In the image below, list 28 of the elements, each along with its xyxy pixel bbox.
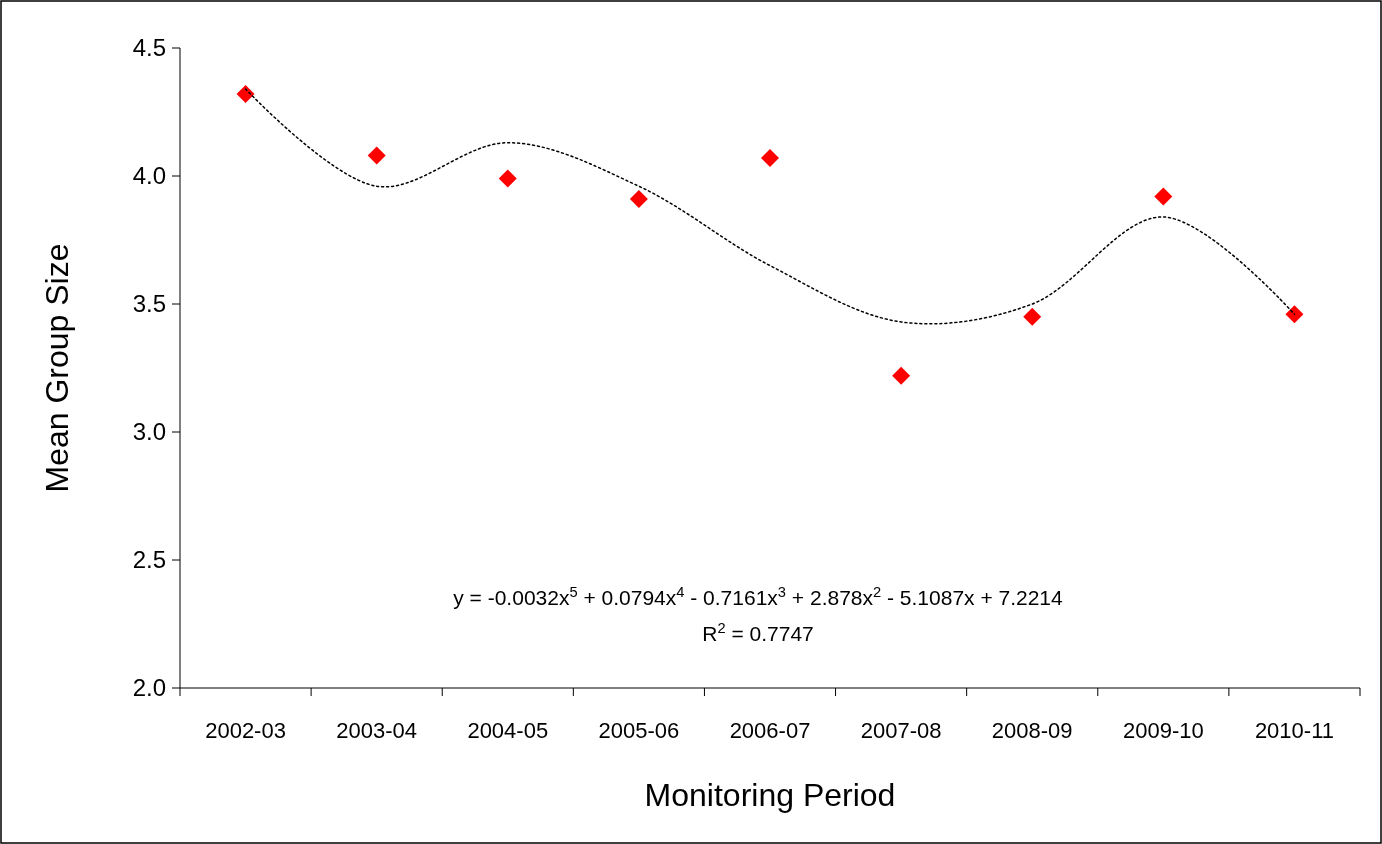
x-tick-label: 2008-09 <box>991 718 1073 743</box>
y-tick-label: 4.0 <box>132 162 166 190</box>
x-tick-label: 2003-04 <box>336 718 418 743</box>
x-tick-label: 2005-06 <box>598 718 680 743</box>
point <box>629 190 648 209</box>
point <box>367 146 386 165</box>
point <box>1285 305 1304 324</box>
x-axis-title: Monitoring Period <box>644 777 896 813</box>
point <box>236 85 255 104</box>
y-tick-label: 2.0 <box>132 674 166 702</box>
point <box>761 149 779 168</box>
y-tick-label: 2.5 <box>132 546 166 574</box>
point <box>498 169 517 188</box>
x-tick-label: 2010-11 <box>1254 718 1334 743</box>
x-tick-label: 2009-10 <box>1122 718 1204 743</box>
y-tick-label: 4.5 <box>132 34 166 62</box>
y-axis-title: Mean Group Size <box>39 243 75 493</box>
x-tick-label: 2004-05 <box>467 718 549 743</box>
x-tick-label: 2006-07 <box>729 718 811 743</box>
text: y = -0.0032x$^{5}$ + 0.0794x$^{4}$ - 0.7161x$^{3}$ + 2.878x$^{2}$ - 5.1087x + 7.2214 <box>453 584 1063 609</box>
x-tick-label: 2002-03 <box>205 718 286 743</box>
point <box>1154 187 1173 206</box>
point <box>1023 307 1042 326</box>
x-tick-label: 2007-08 <box>860 718 942 743</box>
point <box>892 366 911 385</box>
y-tick-label: 3.0 <box>132 418 166 446</box>
annotation: R$^{2}$ = 0.7747 <box>702 620 814 645</box>
y-tick-label: 3.5 <box>132 290 166 318</box>
